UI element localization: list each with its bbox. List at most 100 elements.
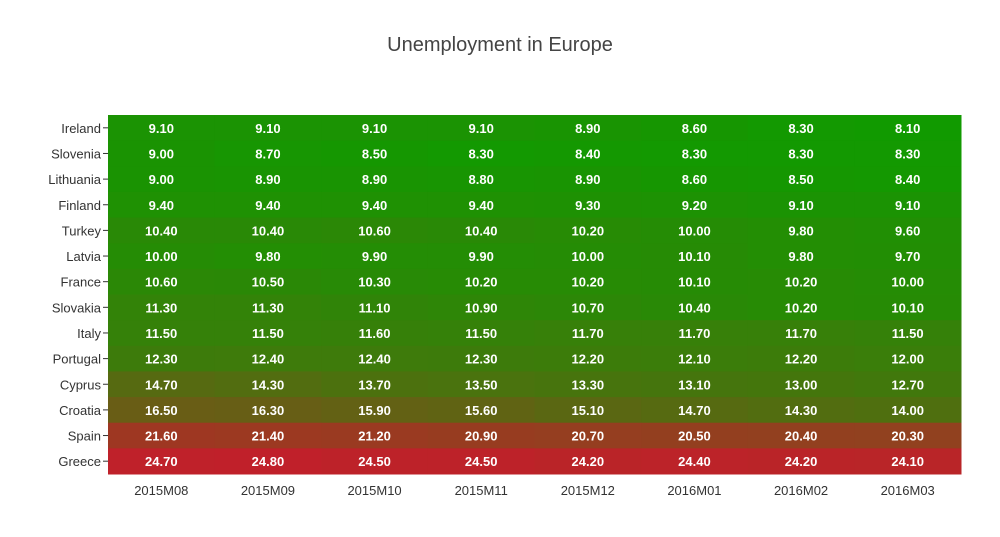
cell-value-label: 9.40 <box>362 198 387 213</box>
heatmap-cell <box>214 217 322 244</box>
cell-value-label: 14.30 <box>785 403 818 418</box>
heatmap-cell <box>321 166 429 193</box>
heatmap-cell <box>214 140 322 167</box>
cell-value-label: 9.10 <box>149 121 174 136</box>
cell-value-label: 10.20 <box>572 275 605 290</box>
cell-value-label: 14.70 <box>678 403 711 418</box>
heatmap-cell <box>854 320 962 347</box>
cell-value-label: 11.50 <box>892 326 924 341</box>
heatmap-cell <box>321 115 429 142</box>
cell-value-label: 8.90 <box>575 172 600 187</box>
y-tick-label: France <box>61 275 101 290</box>
x-tick-label: 2015M08 <box>134 483 188 498</box>
heatmap-cell <box>108 397 216 424</box>
heatmap-cell <box>854 448 962 475</box>
cell-value-label: 8.40 <box>575 146 600 161</box>
cell-value-label: 12.00 <box>891 352 924 367</box>
cell-value-label: 11.10 <box>359 300 391 315</box>
heatmap-cell <box>321 268 429 295</box>
heatmap-cell <box>427 371 535 398</box>
y-tick-label: Portugal <box>53 352 102 367</box>
cell-value-label: 12.30 <box>145 352 178 367</box>
heatmap-cell <box>214 243 322 270</box>
heatmap-cell <box>747 243 855 270</box>
heatmap-cell <box>854 294 962 321</box>
cell-value-label: 12.10 <box>678 352 711 367</box>
heatmap-cell <box>427 217 535 244</box>
cell-value-label: 9.10 <box>895 198 920 213</box>
heatmap-cell <box>321 448 429 475</box>
y-tick-label: Turkey <box>62 223 102 238</box>
cell-value-label: 10.20 <box>785 275 818 290</box>
cell-value-label: 13.50 <box>465 377 498 392</box>
heatmap-cell <box>534 243 642 270</box>
heatmap-cell <box>427 243 535 270</box>
cell-value-label: 8.50 <box>788 172 813 187</box>
cell-value-label: 21.60 <box>145 429 178 444</box>
heatmap-cell <box>534 320 642 347</box>
cell-value-label: 10.60 <box>358 223 391 238</box>
cell-value-label: 10.10 <box>891 300 924 315</box>
cell-value-label: 10.10 <box>678 275 711 290</box>
x-tick-label: 2016M01 <box>667 483 721 498</box>
heatmap-cell <box>321 371 429 398</box>
heatmap-cell <box>641 140 749 167</box>
x-tick-label: 2015M10 <box>347 483 401 498</box>
cell-value-label: 8.50 <box>362 146 387 161</box>
cell-value-label: 11.50 <box>252 326 284 341</box>
cell-value-label: 8.40 <box>895 172 920 187</box>
heatmap-cell <box>534 422 642 449</box>
heatmap-cell <box>641 191 749 219</box>
y-tick-label: Ireland <box>61 121 101 136</box>
cell-value-label: 9.60 <box>895 223 920 238</box>
cell-value-label: 16.30 <box>252 403 285 418</box>
cell-value-label: 9.80 <box>788 223 813 238</box>
heatmap-cell <box>641 294 749 321</box>
y-tick-label: Slovenia <box>51 146 102 161</box>
heatmap-cell <box>641 115 749 142</box>
heatmap-cell <box>747 345 855 372</box>
cell-value-label: 10.20 <box>572 223 605 238</box>
cell-value-label: 24.50 <box>358 454 391 469</box>
heatmap-cell <box>321 217 429 244</box>
cell-value-label: 11.60 <box>359 326 391 341</box>
cell-value-label: 8.90 <box>362 172 387 187</box>
cell-value-label: 14.70 <box>145 377 178 392</box>
cell-value-label: 14.00 <box>891 403 924 418</box>
heatmap-cell <box>534 217 642 244</box>
cell-value-label: 15.90 <box>358 403 391 418</box>
heatmap-cell <box>427 448 535 475</box>
heatmap-cell <box>321 191 429 219</box>
cell-value-label: 13.10 <box>678 377 711 392</box>
heatmap-cell <box>214 166 322 193</box>
cell-value-label: 20.30 <box>891 429 924 444</box>
heatmap-cell <box>641 345 749 372</box>
cell-value-label: 10.20 <box>785 300 818 315</box>
cell-value-label: 11.30 <box>145 300 177 315</box>
y-tick-label: Latvia <box>66 249 101 264</box>
cell-value-label: 8.30 <box>682 146 707 161</box>
heatmap-cell <box>854 371 962 398</box>
heatmap-cell <box>747 166 855 193</box>
cell-value-label: 9.80 <box>788 249 813 264</box>
heatmap-cell <box>427 345 535 372</box>
heatmap-cell <box>854 397 962 424</box>
cell-value-label: 10.50 <box>252 275 285 290</box>
cell-value-label: 10.10 <box>678 249 711 264</box>
cell-value-label: 9.80 <box>255 249 280 264</box>
heatmap-cell <box>747 191 855 219</box>
y-tick-label: Cyprus <box>60 377 102 392</box>
heatmap-cell <box>321 397 429 424</box>
cell-value-label: 9.40 <box>149 198 174 213</box>
heatmap-cell <box>534 448 642 475</box>
x-tick-label: 2016M02 <box>774 483 828 498</box>
heatmap-cell <box>214 345 322 372</box>
cell-value-label: 13.30 <box>572 377 605 392</box>
cell-value-label: 24.20 <box>785 454 818 469</box>
y-tick-label: Greece <box>58 454 101 469</box>
cell-value-label: 8.80 <box>469 172 494 187</box>
heatmap-cell <box>321 294 429 321</box>
heatmap-cell <box>641 217 749 244</box>
heatmap-cell <box>214 320 322 347</box>
cell-value-label: 9.70 <box>895 249 920 264</box>
